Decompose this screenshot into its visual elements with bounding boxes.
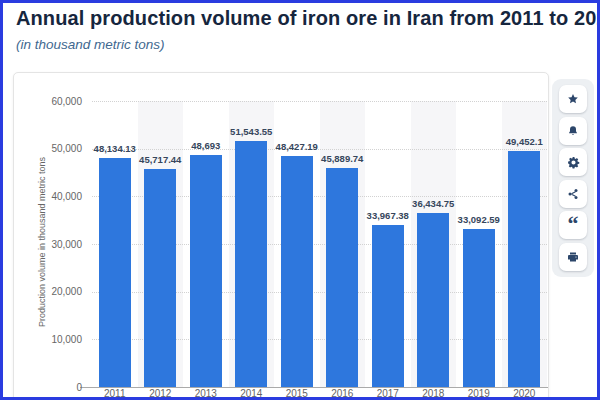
value-label-2015: 48,427.19 bbox=[251, 141, 343, 152]
bar-2019[interactable] bbox=[463, 229, 495, 387]
bar-2011[interactable] bbox=[99, 158, 131, 387]
share-button[interactable] bbox=[559, 180, 587, 208]
bar-2013[interactable] bbox=[190, 155, 222, 387]
y-tick-label-30,000: 30,000 bbox=[22, 239, 82, 250]
y-tick-label-40,000: 40,000 bbox=[22, 191, 82, 202]
bar-2012[interactable] bbox=[144, 169, 176, 387]
x-tick-label-2020: 2020 bbox=[478, 388, 570, 399]
value-label-2011: 48,134.13 bbox=[69, 143, 161, 154]
gridline-60000 bbox=[92, 101, 547, 102]
value-label-2014: 51,543.55 bbox=[205, 126, 297, 137]
bar-2018[interactable] bbox=[417, 213, 449, 387]
alert-button[interactable] bbox=[559, 117, 587, 145]
bar-2014[interactable] bbox=[235, 141, 267, 387]
settings-button[interactable] bbox=[559, 148, 587, 176]
value-label-2018: 36,434.75 bbox=[387, 198, 479, 209]
y-tick-label-10,000: 10,000 bbox=[22, 334, 82, 345]
quote-icon: “ bbox=[568, 220, 579, 231]
bar-2020[interactable] bbox=[508, 151, 540, 387]
bar-2016[interactable] bbox=[326, 168, 358, 387]
chart-plot-area: 48,134.1345,717.4448,69351,543.5548,427.… bbox=[92, 101, 547, 387]
favorite-button[interactable] bbox=[559, 85, 587, 113]
star-icon bbox=[567, 93, 579, 105]
bar-2015[interactable] bbox=[281, 156, 313, 387]
cite-button[interactable]: “ bbox=[559, 211, 587, 239]
y-tick-label-60,000: 60,000 bbox=[22, 96, 82, 107]
page-title: Annual production volume of iron ore in … bbox=[16, 7, 600, 30]
print-button[interactable] bbox=[559, 243, 587, 271]
bar-2017[interactable] bbox=[372, 225, 404, 387]
page: { "page": { "title": "Annual production … bbox=[0, 0, 600, 400]
y-tick-label-50,000: 50,000 bbox=[22, 143, 82, 154]
share-icon bbox=[567, 188, 579, 200]
page-subtitle: (in thousand metric tons) bbox=[16, 37, 165, 52]
printer-icon bbox=[567, 251, 579, 263]
bell-icon bbox=[567, 125, 579, 137]
chart-card: Production volume in thousand metric ton… bbox=[13, 72, 549, 400]
y-tick-label-20,000: 20,000 bbox=[22, 286, 82, 297]
chart-toolbar: “ bbox=[552, 79, 594, 277]
gear-icon bbox=[567, 156, 580, 169]
value-label-2016: 45,889.74 bbox=[296, 153, 388, 164]
